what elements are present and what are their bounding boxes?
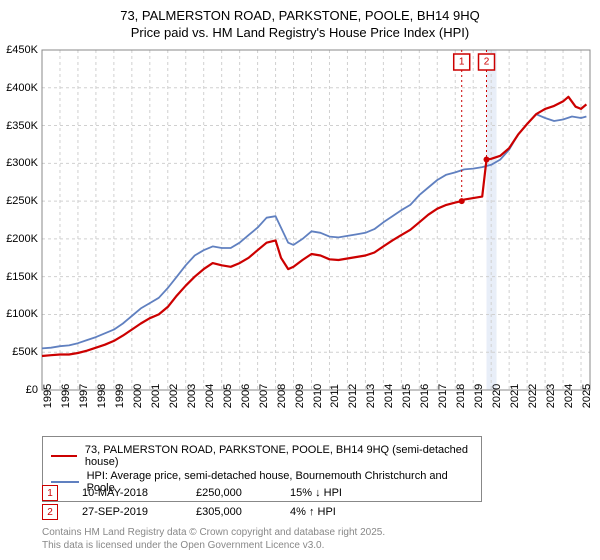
footer-copyright: Contains HM Land Registry data © Crown c… bbox=[42, 526, 385, 539]
y-tick-label: £400K bbox=[6, 82, 38, 94]
chart-svg: 12 bbox=[42, 50, 590, 390]
title-block: 73, PALMERSTON ROAD, PARKSTONE, POOLE, B… bbox=[0, 0, 600, 44]
x-tick-label: 1997 bbox=[78, 384, 90, 408]
svg-text:1: 1 bbox=[459, 57, 465, 68]
x-tick-label: 2020 bbox=[491, 384, 503, 408]
x-tick-label: 1998 bbox=[96, 384, 108, 408]
legend-item: 73, PALMERSTON ROAD, PARKSTONE, POOLE, B… bbox=[51, 444, 473, 468]
x-tick-label: 1995 bbox=[42, 384, 54, 408]
x-tick-label: 2019 bbox=[473, 384, 485, 408]
legend-swatch bbox=[51, 455, 77, 457]
title-subtitle: Price paid vs. HM Land Registry's House … bbox=[0, 25, 600, 40]
x-tick-label: 2021 bbox=[509, 384, 521, 408]
x-tick-label: 2003 bbox=[186, 384, 198, 408]
y-tick-label: £0 bbox=[26, 384, 38, 396]
sale-marker-number: 1 bbox=[47, 488, 53, 499]
sale-price: £250,000 bbox=[196, 487, 266, 499]
x-tick-label: 2002 bbox=[168, 384, 180, 408]
sale-row: 2 27-SEP-2019 £305,000 4% ↑ HPI bbox=[42, 504, 342, 520]
x-tick-label: 2016 bbox=[419, 384, 431, 408]
footer: Contains HM Land Registry data © Crown c… bbox=[42, 526, 385, 552]
x-tick-label: 2011 bbox=[329, 384, 341, 408]
y-tick-label: £300K bbox=[6, 157, 38, 169]
footer-licence: This data is licensed under the Open Gov… bbox=[42, 539, 385, 552]
x-tick-label: 2009 bbox=[294, 384, 306, 408]
chart-area: 12 £0£50K£100K£150K£200K£250K£300K£350K£… bbox=[42, 50, 590, 410]
x-tick-label: 2006 bbox=[240, 384, 252, 408]
y-tick-label: £150K bbox=[6, 271, 38, 283]
y-tick-label: £50K bbox=[12, 346, 38, 358]
x-tick-label: 1996 bbox=[60, 384, 72, 408]
sale-price: £305,000 bbox=[196, 506, 266, 518]
y-tick-label: £250K bbox=[6, 195, 38, 207]
svg-text:2: 2 bbox=[484, 57, 490, 68]
sale-delta: 4% ↑ HPI bbox=[290, 506, 336, 518]
x-tick-label: 2013 bbox=[365, 384, 377, 408]
x-tick-label: 2023 bbox=[545, 384, 557, 408]
x-tick-label: 2005 bbox=[222, 384, 234, 408]
x-tick-label: 2007 bbox=[258, 384, 270, 408]
x-tick-label: 2012 bbox=[347, 384, 359, 408]
title-address: 73, PALMERSTON ROAD, PARKSTONE, POOLE, B… bbox=[0, 8, 600, 23]
x-tick-label: 2004 bbox=[204, 384, 216, 408]
x-tick-label: 2025 bbox=[581, 384, 593, 408]
sale-date: 10-MAY-2018 bbox=[82, 487, 172, 499]
x-tick-label: 2022 bbox=[527, 384, 539, 408]
legend-label: 73, PALMERSTON ROAD, PARKSTONE, POOLE, B… bbox=[85, 444, 473, 468]
chart-container: 73, PALMERSTON ROAD, PARKSTONE, POOLE, B… bbox=[0, 0, 600, 560]
y-tick-label: £200K bbox=[6, 233, 38, 245]
sale-marker-number: 2 bbox=[47, 507, 53, 518]
x-tick-label: 2014 bbox=[383, 384, 395, 408]
sales-table: 1 10-MAY-2018 £250,000 15% ↓ HPI 2 27-SE… bbox=[42, 482, 342, 523]
x-tick-label: 1999 bbox=[114, 384, 126, 408]
x-tick-label: 2001 bbox=[150, 384, 162, 408]
y-tick-label: £350K bbox=[6, 120, 38, 132]
y-tick-label: £450K bbox=[6, 44, 38, 56]
sale-marker-icon: 1 bbox=[42, 485, 58, 501]
sale-delta: 15% ↓ HPI bbox=[290, 487, 342, 499]
x-tick-label: 2000 bbox=[132, 384, 144, 408]
x-tick-label: 2008 bbox=[276, 384, 288, 408]
x-tick-label: 2018 bbox=[455, 384, 467, 408]
x-tick-label: 2024 bbox=[563, 384, 575, 408]
y-tick-label: £100K bbox=[6, 308, 38, 320]
x-tick-label: 2015 bbox=[401, 384, 413, 408]
sale-marker-icon: 2 bbox=[42, 504, 58, 520]
sale-date: 27-SEP-2019 bbox=[82, 506, 172, 518]
sale-row: 1 10-MAY-2018 £250,000 15% ↓ HPI bbox=[42, 485, 342, 501]
x-tick-label: 2017 bbox=[437, 384, 449, 408]
x-tick-label: 2010 bbox=[312, 384, 324, 408]
